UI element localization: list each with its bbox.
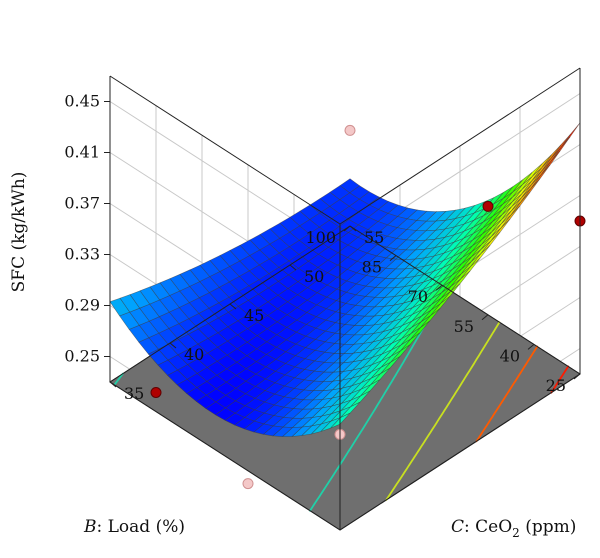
y-tick-mark [169,342,177,349]
axis-line [339,373,581,531]
response-surface [109,122,581,437]
x-tick-mark [527,344,535,350]
chart-axes [104,67,581,531]
x-tick-label: 25 [546,376,566,395]
y-tick-mark [289,264,297,271]
tick-labels: 25 40 55 70 85 100 35 40 45 50 55 0.25 0.29 0.33 0.37 0… [64,92,566,404]
z-tick-label: 0.33 [64,245,100,264]
x-tick-mark [343,225,351,232]
y-tick-label: 55 [364,228,384,247]
x-tick-label: 70 [408,287,428,306]
y-tick-mark [229,303,237,310]
y-tick-mark [109,381,117,388]
x-tick-mark [435,284,443,291]
x-tick-mark [481,314,489,321]
z-axis-title: SFC (kg/kWh) [9,172,29,293]
contour-line [475,345,539,443]
z-tick-label: 0.37 [64,194,100,213]
design-point [482,200,494,212]
y-tick-mark [349,225,357,232]
y-tick-label: 50 [304,267,324,286]
x-axis-title: B: Load (%) [83,517,185,537]
axis-line [349,225,581,375]
x-tick-label: 55 [454,317,474,336]
axis-line [109,75,341,225]
z-tick-label: 0.25 [64,347,100,366]
axis-line [339,67,581,225]
z-tick-label: 0.29 [64,296,100,315]
x-tick-label: 100 [305,228,336,247]
y-tick-label: 35 [124,384,144,403]
y-tick-label: 45 [244,306,264,325]
design-point [150,387,162,398]
x-tick-label: 40 [500,346,520,365]
z-tick-label: 0.45 [64,92,100,111]
z-tick-label: 0.41 [64,143,100,162]
axis-line [109,381,341,531]
y-tick-label: 40 [184,345,204,364]
x-tick-mark [573,373,581,380]
y-axis-title: C: CeO2 (ppm) [451,517,576,540]
design-point [242,478,254,490]
design-point [344,124,356,136]
surface-cell [109,297,131,317]
x-tick-mark [389,255,397,261]
x-tick-label: 85 [362,258,382,277]
